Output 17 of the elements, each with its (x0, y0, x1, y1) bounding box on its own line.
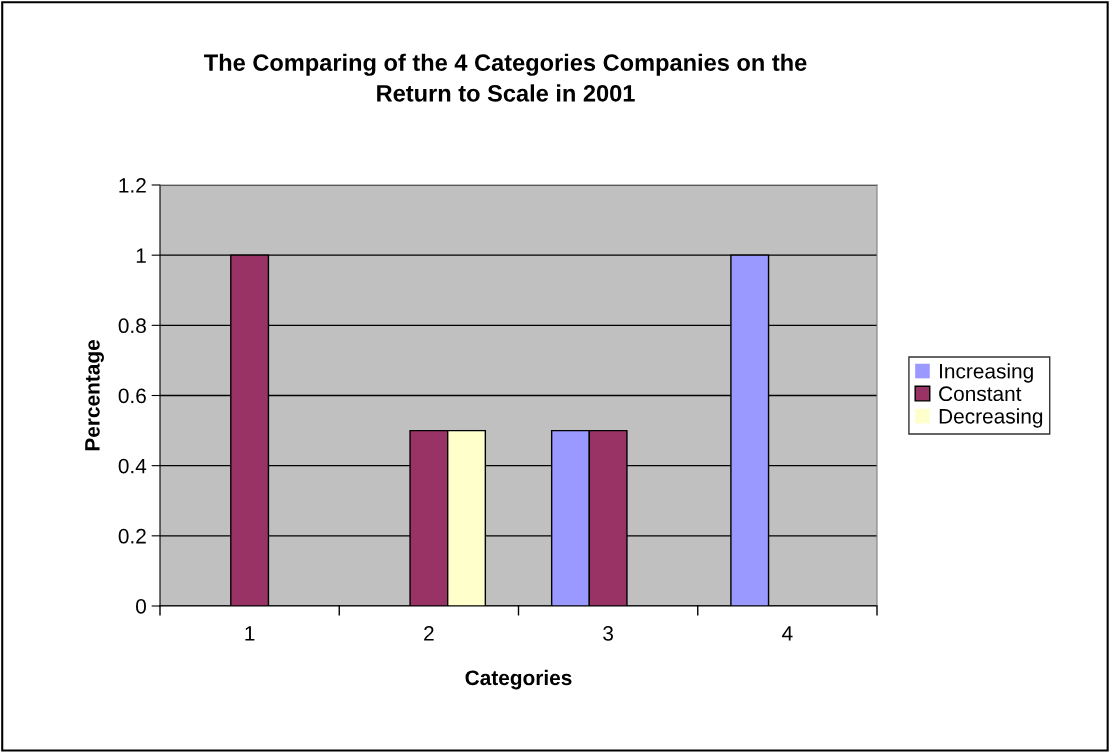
y-tick-label: 0.4 (118, 458, 147, 474)
x-tick-label: 1 (245, 626, 255, 641)
y-tick-label: 0.8 (118, 318, 146, 334)
legend-label: Decreasing (939, 408, 1043, 428)
x-tick-label: 2 (424, 625, 434, 641)
x-tick-label: 3 (603, 625, 613, 641)
y-tick-label: 0.2 (118, 528, 146, 544)
y-tick-label: 0 (136, 599, 146, 614)
y-tick-label: 1 (136, 248, 146, 263)
x-tick-label: 4 (782, 626, 793, 641)
y-tick-label: 1.2 (119, 178, 146, 193)
x-axis-title: Categories (465, 669, 572, 690)
legend-label: Increasing (940, 363, 1033, 383)
chart-title: The Comparing of the 4 Categories Companies on the Return to Scale in 2001 (204, 53, 807, 102)
y-tick-label: 0.6 (118, 388, 146, 404)
legend-label: Constant (939, 386, 1022, 402)
y-axis-title: Percentage (85, 340, 104, 451)
